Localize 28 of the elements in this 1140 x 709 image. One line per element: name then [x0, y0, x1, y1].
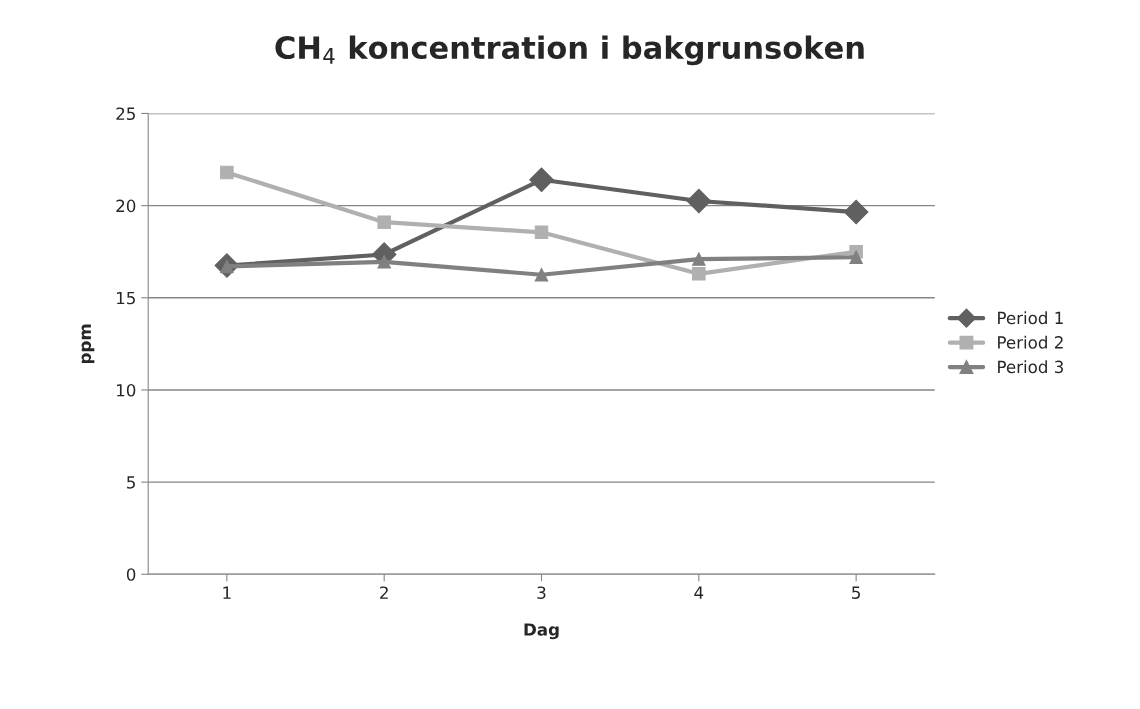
point	[534, 267, 549, 282]
point	[692, 267, 706, 281]
x-tick-label: 2	[380, 586, 388, 599]
y-tick-label: 20	[116, 199, 136, 213]
legend-label: Period 3	[998, 360, 1063, 374]
legend-label: Period 2	[998, 335, 1063, 349]
y-tick-label: 25	[116, 107, 135, 121]
point	[534, 225, 549, 240]
point	[377, 255, 391, 269]
x-tick-label: 3	[537, 586, 546, 599]
chart-title: CH$_{4}$ koncentration i bakgrunsoken	[275, 35, 864, 66]
point	[849, 250, 863, 264]
point	[220, 165, 234, 180]
y-tick-label: 10	[117, 383, 136, 397]
point	[529, 167, 554, 193]
y-tick-label: 5	[127, 476, 135, 489]
legend-label: Period 1	[998, 311, 1063, 325]
point	[686, 188, 712, 214]
x-tick-label: 5	[852, 586, 860, 599]
point	[843, 199, 869, 225]
point	[692, 252, 706, 266]
x-tick-label: 1	[223, 586, 231, 599]
x-tick-label: 4	[694, 586, 704, 599]
y-tick-label: 0	[126, 568, 136, 581]
y-tick-label: 15	[117, 291, 135, 305]
x-axis-title: Dag	[524, 623, 559, 640]
y-axis-title: ppm	[81, 324, 95, 364]
point	[377, 215, 391, 229]
